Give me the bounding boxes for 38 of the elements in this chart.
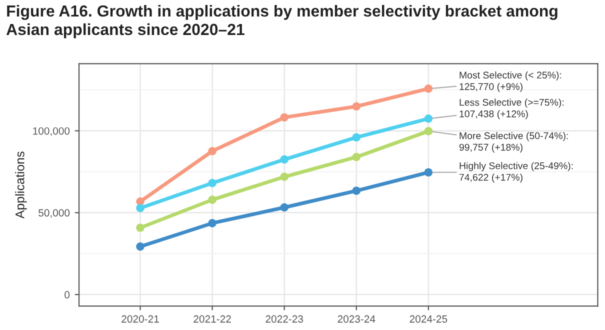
- x-tick-label: 2021-22: [194, 315, 231, 323]
- point: [424, 127, 433, 136]
- y-tick-label: 50,000: [38, 209, 70, 218]
- point: [136, 204, 144, 212]
- point: [280, 172, 289, 181]
- data-label: 125,770 (+9%): [460, 82, 522, 92]
- point: [136, 242, 144, 251]
- data-label: 107,438 (+12%): [460, 110, 528, 120]
- y-tick-label: 0: [64, 291, 70, 298]
- data-label: 74,622 (+17%): [459, 174, 522, 183]
- text: Less Selective (>=75%):: [460, 98, 564, 108]
- point: [352, 186, 361, 195]
- text: Highly Selective (25-49%):: [460, 162, 573, 172]
- point: [208, 196, 216, 204]
- data-label: 99,757 (+18%): [459, 144, 522, 153]
- y-tick-label: 100,000: [33, 127, 70, 136]
- x-tick-label: 2022-23: [266, 315, 303, 323]
- point: [136, 224, 144, 232]
- point: [352, 133, 361, 142]
- point: [424, 84, 433, 93]
- point: [424, 114, 433, 123]
- point: [208, 146, 216, 156]
- point: [352, 152, 361, 162]
- point: [280, 203, 289, 212]
- point: [280, 113, 289, 122]
- x-tick-label: 2024-25: [410, 315, 448, 323]
- x-tick-label: 2023-24: [338, 315, 376, 323]
- y-axis-title: Applications: [15, 152, 27, 219]
- x-tick-label: 2020-21: [122, 315, 159, 323]
- point: [352, 102, 361, 111]
- text: Most Selective (< 25%):: [460, 71, 562, 80]
- point: [208, 178, 216, 188]
- chart-title: Figure A16. Growth in applications by member selectivity bracket among Asian applicants since 2020–21: [6, 4, 558, 38]
- text: More Selective (50-74%):: [460, 132, 568, 142]
- point: [136, 197, 144, 206]
- point: [280, 155, 289, 164]
- point: [208, 218, 216, 228]
- point: [424, 168, 433, 177]
